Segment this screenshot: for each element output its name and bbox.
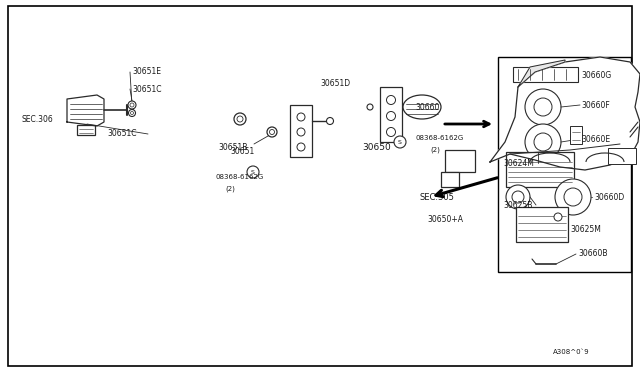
Circle shape: [234, 113, 246, 125]
Ellipse shape: [403, 95, 441, 119]
Circle shape: [367, 104, 373, 110]
Circle shape: [387, 96, 396, 105]
Circle shape: [394, 136, 406, 148]
Circle shape: [326, 118, 333, 125]
Text: 30660: 30660: [415, 103, 440, 112]
Circle shape: [131, 112, 134, 115]
Text: 30651C: 30651C: [107, 129, 136, 138]
Text: 30651C: 30651C: [132, 84, 161, 93]
Text: 30651: 30651: [230, 148, 254, 157]
Circle shape: [247, 166, 259, 178]
Circle shape: [534, 98, 552, 116]
Circle shape: [387, 112, 396, 121]
Circle shape: [130, 103, 134, 107]
Text: 08368-6162G: 08368-6162G: [415, 135, 463, 141]
Circle shape: [267, 127, 277, 137]
Circle shape: [387, 128, 396, 137]
Text: 30651D: 30651D: [320, 80, 350, 89]
Text: 30660E: 30660E: [581, 135, 610, 144]
Text: (2): (2): [430, 147, 440, 153]
Bar: [608, 148, 636, 164]
Circle shape: [534, 133, 552, 151]
Circle shape: [128, 101, 136, 109]
Text: (2): (2): [225, 186, 235, 192]
Circle shape: [297, 113, 305, 121]
Text: S: S: [398, 140, 402, 144]
Text: SEC.306: SEC.306: [22, 115, 54, 125]
Bar: [380, 87, 402, 142]
Bar: [513, 67, 578, 82]
Circle shape: [237, 116, 243, 122]
Circle shape: [525, 89, 561, 125]
Text: 30651B: 30651B: [218, 142, 248, 151]
Polygon shape: [490, 57, 640, 170]
Bar: [441, 172, 459, 187]
Text: 30650: 30650: [362, 142, 391, 151]
Bar: [516, 207, 568, 242]
Text: 30625M: 30625M: [570, 224, 601, 234]
Circle shape: [554, 213, 562, 221]
Circle shape: [506, 185, 530, 209]
Bar: [77, 125, 95, 135]
Polygon shape: [67, 95, 104, 126]
Text: 30625B: 30625B: [503, 201, 532, 209]
Text: A308^0`9: A308^0`9: [553, 349, 589, 355]
Text: 30650+A: 30650+A: [427, 215, 463, 224]
Text: 30660G: 30660G: [581, 71, 611, 80]
Circle shape: [129, 109, 136, 116]
Bar: [570, 126, 582, 144]
Bar: [506, 152, 574, 187]
Circle shape: [564, 188, 582, 206]
Circle shape: [297, 143, 305, 151]
Bar: [445, 150, 475, 172]
Polygon shape: [518, 60, 565, 87]
Text: 30660D: 30660D: [594, 192, 624, 202]
Circle shape: [297, 128, 305, 136]
Bar: [290, 105, 312, 157]
Circle shape: [555, 179, 591, 215]
Text: 30624M: 30624M: [503, 158, 534, 167]
Text: S: S: [251, 170, 255, 174]
Text: SEC.305: SEC.305: [420, 192, 455, 202]
Text: 08368-6162G: 08368-6162G: [215, 174, 263, 180]
Text: 30651E: 30651E: [132, 67, 161, 77]
Text: 30660F: 30660F: [581, 100, 610, 109]
Circle shape: [512, 191, 524, 203]
Circle shape: [525, 124, 561, 160]
Bar: [498, 57, 631, 272]
Circle shape: [269, 129, 275, 135]
Text: 30660B: 30660B: [578, 250, 607, 259]
